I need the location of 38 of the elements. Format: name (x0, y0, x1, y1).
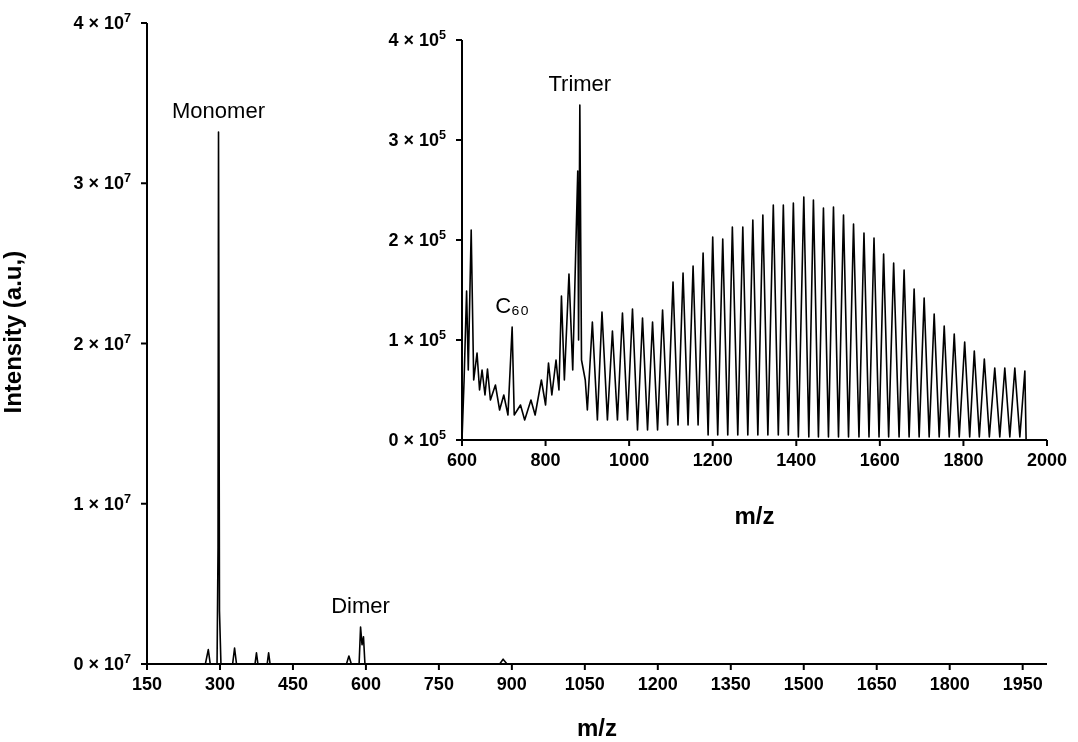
x-tick-label: 1800 (943, 450, 984, 470)
y-tick-label: 2 × 10$^{7}$ (73, 331, 131, 354)
annotation: C₆₀ (495, 293, 530, 318)
x-tick-label: 1650 (856, 674, 897, 694)
y-tick-label: 2 × 10$^{5}$ (388, 228, 446, 250)
x-tick-label: 1350 (710, 674, 751, 694)
x-tick-label: 1200 (637, 674, 678, 694)
x-tick-label: 600 (446, 450, 478, 470)
y-tick-label: 0 × 10$^{7}$ (73, 652, 131, 674)
x-tick-label: 300 (204, 674, 235, 694)
x-tick-label: 1400 (776, 450, 817, 470)
x-tick-label: 900 (496, 674, 527, 694)
y-tick-label: 1 × 10$^{5}$ (388, 328, 446, 350)
y-tick-label: 4 × 10$^{7}$ (73, 11, 131, 33)
annotation: Monomer (172, 97, 265, 123)
x-tick-label: 750 (423, 674, 454, 694)
y-tick-label: 0 × 10$^{5}$ (388, 428, 446, 450)
x-tick-label: 1800 (929, 674, 970, 694)
x-tick-label: 1500 (783, 674, 824, 694)
x-tick-label: 800 (530, 450, 561, 470)
x-tick-label: 600 (350, 674, 381, 694)
x-tick-label: 1050 (564, 674, 605, 694)
x-tick-label: 1000 (609, 450, 650, 470)
x-tick-label: 1200 (692, 450, 733, 470)
y-tick-label: 3 × 10$^{5}$ (388, 128, 446, 150)
annotation: Trimer (548, 71, 612, 96)
x-tick-label: 450 (277, 674, 308, 694)
x-axis-title: m/z (576, 714, 618, 741)
x-tick-label: 1950 (1002, 674, 1043, 694)
x-tick-label: 150 (131, 674, 163, 694)
x-tick-label: 2000 (1026, 450, 1068, 470)
x-tick-label: 1600 (859, 450, 900, 470)
y-tick-label: 4 × 10$^{5}$ (388, 28, 446, 50)
annotation: Dimer (331, 593, 390, 619)
y-tick-label: 3 × 10$^{7}$ (73, 171, 131, 194)
x-axis-title: m/z (734, 502, 775, 529)
y-tick-label: 1 × 10$^{7}$ (73, 491, 131, 514)
y-axis-title: Intensity (a.u,) (0, 250, 26, 414)
